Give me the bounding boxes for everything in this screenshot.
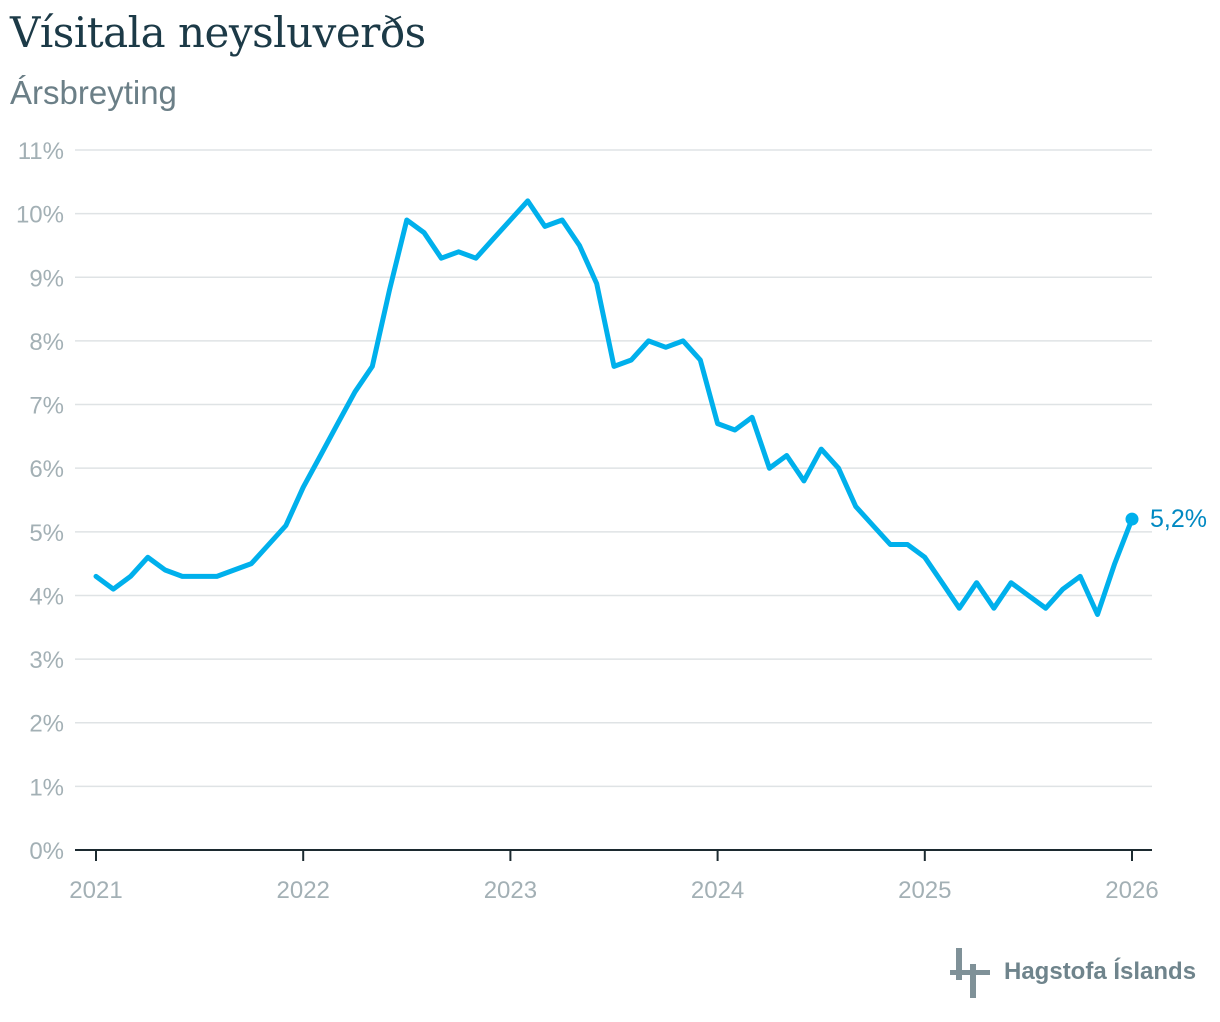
x-tick-label: 2023	[484, 877, 537, 904]
hagstofa-logo: Hagstofa Íslands	[950, 942, 1196, 1002]
x-tick-label: 2022	[277, 877, 330, 904]
y-tick-label: 3%	[29, 647, 64, 674]
chart-subtitle: Ársbreyting	[10, 74, 177, 111]
y-tick-label: 2%	[29, 711, 64, 738]
x-tick-label: 2025	[898, 877, 951, 904]
series-layer: 5,2%	[93, 198, 1207, 617]
x-tick-label: 2024	[691, 877, 744, 904]
chart-title: Vísitala neysluverðs	[10, 8, 426, 57]
x-axis-ticks: 2021 2022 2023 2024 2025 2026	[69, 850, 1159, 904]
y-tick-label: 8%	[29, 329, 64, 356]
x-tick-label: 2026	[1105, 877, 1158, 904]
y-axis-ticks: 0% 1% 2% 3% 4% 5% 6% 7% 8% 9% 10% 11%	[16, 138, 64, 865]
y-tick-label: 9%	[29, 265, 64, 292]
x-tick-label: 2021	[69, 877, 122, 904]
y-tick-label: 1%	[29, 774, 64, 801]
y-tick-label: 11%	[18, 138, 64, 165]
end-point-marker	[1125, 512, 1139, 526]
end-value-label: 5,2%	[1150, 505, 1207, 533]
y-tick-label: 5%	[29, 520, 64, 547]
y-tick-label: 10%	[16, 202, 64, 229]
logo-text: Hagstofa Íslands	[1004, 958, 1197, 985]
series-line	[93, 198, 1135, 617]
gridlines	[75, 149, 1152, 851]
y-tick-label: 4%	[29, 583, 64, 610]
hagstofa-logo-icon	[950, 948, 990, 998]
y-tick-label: 7%	[29, 393, 64, 420]
y-tick-label: 0%	[29, 838, 64, 865]
y-tick-label: 6%	[29, 456, 64, 483]
